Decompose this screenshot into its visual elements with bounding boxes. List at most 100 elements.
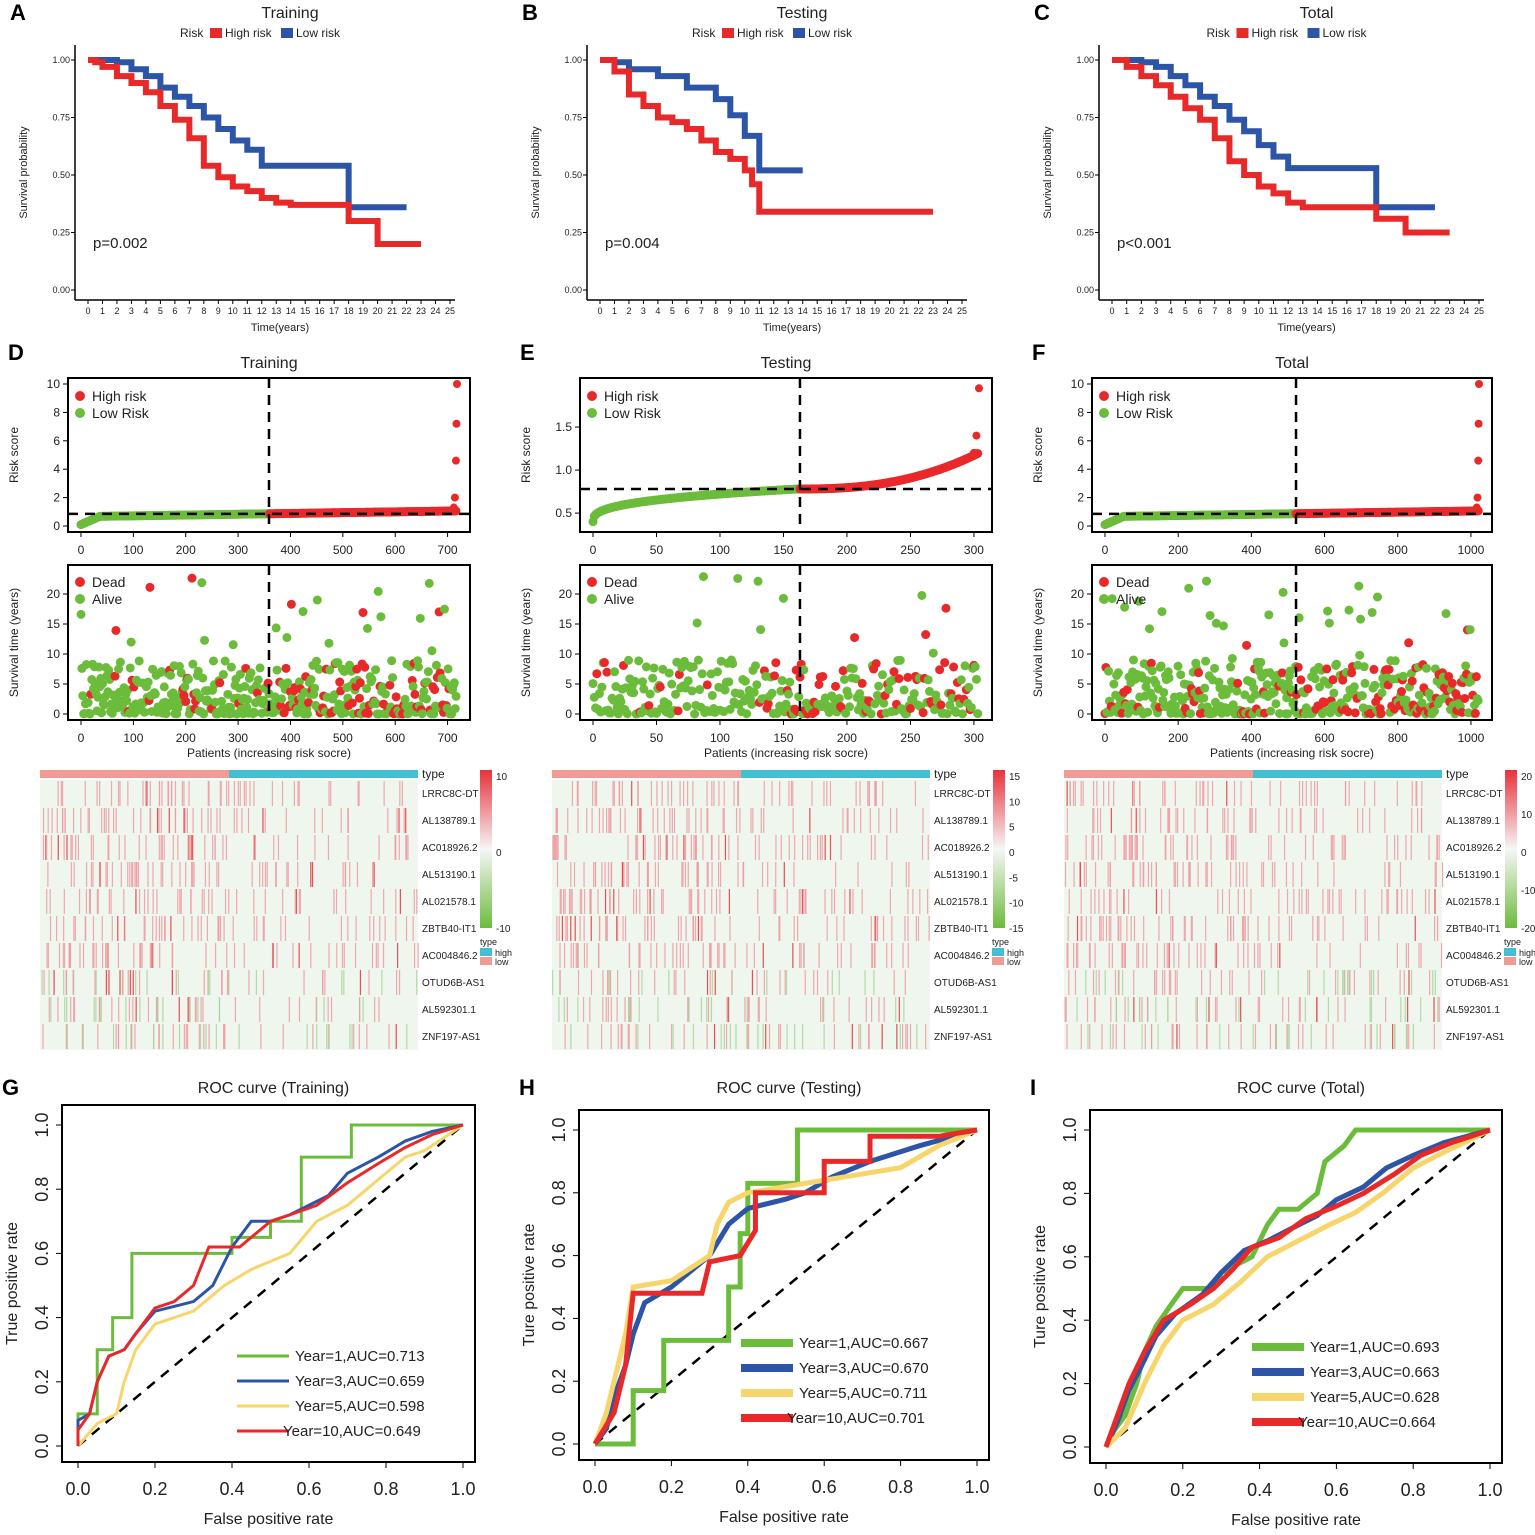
heatmap-cell [757, 1024, 759, 1049]
km-xtick-label: 0 [85, 306, 90, 316]
km-xtick-label: 4 [1168, 306, 1173, 316]
roc-ytick-label: 1.0 [1060, 1117, 1080, 1142]
survival-point [1176, 670, 1186, 680]
roc-xtick-label: 0.2 [142, 1479, 167, 1499]
type-legend-high [480, 948, 492, 956]
heatmap-cell [1322, 889, 1324, 914]
heatmap-cell [827, 970, 829, 995]
heatmap-cell [1381, 889, 1383, 914]
risk-point [451, 456, 460, 465]
heatmap-cell [405, 808, 407, 833]
heatmap-cell [556, 862, 559, 887]
km-xtick-label: 20 [1401, 306, 1411, 316]
survival-point [1376, 709, 1386, 719]
heatmap-cell [871, 943, 874, 968]
heatmap-cell [556, 916, 558, 941]
heatmap-cell [1369, 997, 1371, 1022]
roc-ytick-label: 0.2 [32, 1369, 52, 1394]
heatmap-cell [747, 997, 749, 1022]
km-xtick-label: 21 [1415, 306, 1425, 316]
heatmap-cell [1434, 889, 1436, 914]
roc-ytick-label: 0.0 [549, 1431, 569, 1456]
heatmap-cell [590, 889, 592, 914]
heatmap-cell [1331, 835, 1334, 860]
heatmap-cell [904, 916, 906, 941]
heatmap-cell [299, 889, 301, 914]
heatmap-cell [748, 997, 750, 1022]
km-xtick-label: 1 [1124, 306, 1129, 316]
roc-xtick-label: 0.2 [1170, 1480, 1195, 1500]
type-legend-low-label: low [1007, 957, 1021, 967]
heatmap-cell [559, 889, 561, 914]
km-xtick-label: 21 [387, 306, 397, 316]
legend-dot-low [1099, 408, 1109, 418]
scale-label: 10 [1009, 797, 1021, 808]
heatmap-cell [1257, 943, 1259, 968]
heatmap-cell [243, 781, 245, 806]
heatmap-cell [1131, 835, 1133, 860]
heatmap-cell [653, 916, 655, 941]
heatmap-cell [1237, 889, 1239, 914]
heatmap-cell [328, 943, 330, 968]
survival-point [387, 656, 397, 666]
heatmap-cell [723, 943, 725, 968]
heatmap-cell [654, 970, 656, 995]
heatmap-cell [297, 781, 299, 806]
roc-curve-yellow [592, 1127, 978, 1445]
heatmap-cell [1301, 862, 1303, 887]
legend-swatch-high [1236, 28, 1249, 38]
heatmap-cell [1085, 916, 1087, 941]
roc-ytick-label: 0.6 [549, 1243, 569, 1268]
heatmap-cell [347, 835, 349, 860]
survival-point [771, 658, 781, 668]
heatmap-cell [106, 943, 108, 968]
heatmap-cell [1184, 916, 1186, 941]
type-bar-high [40, 770, 229, 778]
km-xlabel: Time(years) [1277, 322, 1335, 334]
heatmap-cell [160, 862, 162, 887]
surv-xtick-label: 150 [773, 731, 793, 745]
heatmap-cell [1108, 943, 1110, 968]
km-pvalue: p=0.004 [605, 235, 660, 252]
heatmap-cell [909, 1024, 912, 1049]
heatmap-cell [132, 862, 134, 887]
heatmap-cell [627, 862, 630, 887]
survival-point [314, 664, 324, 674]
survival-point [114, 664, 124, 674]
heatmap-cell [344, 862, 346, 887]
survival-point [767, 688, 777, 698]
heatmap-cell [1110, 916, 1112, 941]
heatmap-cell [1101, 835, 1103, 860]
heatmap-cell [1130, 808, 1132, 833]
heatmap-cell [1176, 1024, 1178, 1049]
heatmap-cell [647, 916, 649, 941]
km-ytick-label: 0.75 [52, 113, 70, 123]
survival-point [110, 671, 120, 681]
heatmap-cell [590, 916, 592, 941]
heatmap-cell [1242, 916, 1245, 941]
heatmap-cell [1271, 862, 1274, 887]
heatmap-cell [1374, 781, 1376, 806]
heatmap-cell [93, 997, 95, 1022]
heatmap-cell [276, 943, 278, 968]
gene-label: AC018926.2 [422, 843, 478, 854]
heatmap-cell [576, 781, 578, 806]
survival-point [400, 694, 410, 704]
heatmap-cell [875, 781, 877, 806]
heatmap-cell [723, 1024, 725, 1049]
km-xtick-label: 25 [1474, 306, 1484, 316]
heatmap-cell [706, 808, 708, 833]
heatmap-cell [63, 889, 65, 914]
heatmap-cell [878, 997, 880, 1022]
heatmap-cell [637, 781, 639, 806]
heatmap-cell [101, 916, 103, 941]
survival-point [878, 670, 887, 680]
roc-xtick-label: 0.8 [1401, 1480, 1426, 1500]
heatmap-cell [608, 808, 610, 833]
km-legend-high: High risk [225, 26, 273, 40]
heatmap-cell [162, 862, 164, 887]
heatmap-cell [925, 1024, 927, 1049]
heatmap-cell [333, 889, 335, 914]
scale-label: 20 [1521, 772, 1533, 783]
survival-point [355, 678, 365, 688]
